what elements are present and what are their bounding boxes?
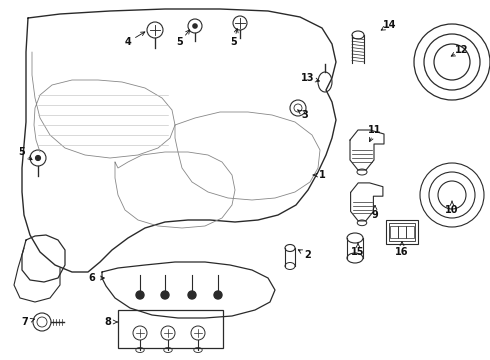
Bar [389,223,415,241]
Text: 14: 14 [383,20,397,30]
Text: 10: 10 [445,205,459,215]
Text: 7: 7 [22,317,28,327]
Text: 1: 1 [318,170,325,180]
Text: 5: 5 [19,147,25,157]
Circle shape [136,291,144,299]
Bar [390,226,398,238]
Bar [406,226,414,238]
Text: 5: 5 [231,37,237,47]
Circle shape [193,24,197,28]
Circle shape [214,291,222,299]
Text: 16: 16 [395,247,409,257]
Text: 4: 4 [124,37,131,47]
Circle shape [161,291,169,299]
Text: 2: 2 [305,250,311,260]
Text: 15: 15 [351,247,365,257]
Text: 6: 6 [89,273,96,283]
Text: 12: 12 [455,45,469,55]
Text: 5: 5 [176,37,183,47]
Bar [386,220,418,244]
Bar [398,226,406,238]
Circle shape [36,156,40,161]
Text: 8: 8 [104,317,111,327]
Text: 9: 9 [371,210,378,220]
Text: 11: 11 [368,125,382,135]
Text: 13: 13 [301,73,315,83]
Circle shape [188,291,196,299]
Text: 3: 3 [302,110,308,120]
